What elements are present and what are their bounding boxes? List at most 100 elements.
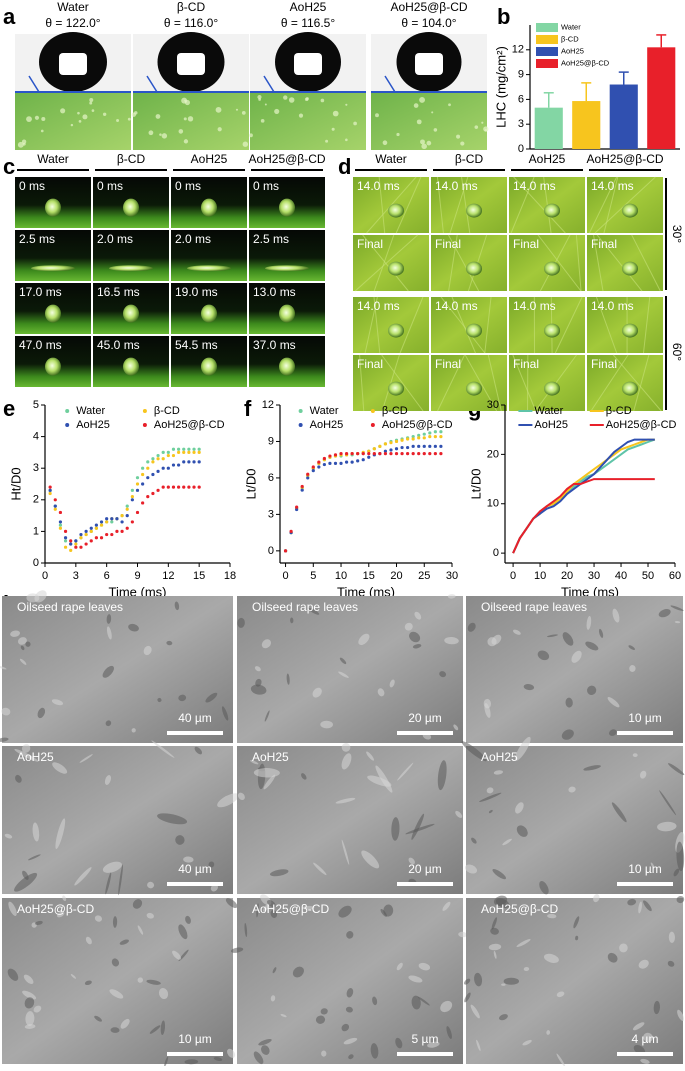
legend-label: Water [534, 405, 563, 417]
data-point [182, 460, 185, 463]
data-point [177, 486, 180, 489]
x-tick-label: 10 [534, 570, 546, 582]
data-point [439, 435, 442, 438]
scale-bar [397, 731, 453, 735]
bar [572, 101, 600, 149]
time-label: 14.0 ms [513, 179, 556, 193]
y-tick-label: 9 [518, 69, 524, 81]
time-label: 2.0 ms [175, 232, 211, 246]
data-point [192, 448, 195, 451]
data-point [64, 530, 67, 533]
x-tick-label: 30 [588, 570, 600, 582]
data-point [95, 527, 98, 530]
data-point [126, 505, 129, 508]
data-point [120, 530, 123, 533]
leaf-dot [383, 140, 388, 145]
y-tick-label: 6 [268, 472, 274, 484]
x-tick-label: 50 [642, 570, 654, 582]
leaf-dot [82, 114, 87, 119]
droplet [622, 204, 638, 218]
legend-marker [65, 423, 69, 427]
data-point [131, 489, 134, 492]
data-point [49, 489, 52, 492]
time-label: 2.5 ms [253, 232, 289, 246]
data-point [428, 431, 431, 434]
y-tick-label: 4 [33, 431, 39, 443]
data-point [198, 486, 201, 489]
scale-label: 40 µm [178, 862, 212, 876]
data-point [49, 492, 52, 495]
data-point [362, 452, 365, 455]
y-axis-label: Lt/D0 [468, 468, 483, 499]
contact-angle: θ = 122.0° [45, 16, 100, 30]
scale-bar [397, 1052, 453, 1056]
data-point [177, 448, 180, 451]
legend-label: β-CD [382, 405, 408, 417]
leaf-dot [420, 139, 425, 144]
data-point [334, 462, 337, 465]
x-tick-label: 0 [42, 570, 48, 582]
bar [535, 108, 563, 149]
data-point [417, 436, 420, 439]
data-point [334, 453, 337, 456]
y-tick-label: 0 [33, 557, 39, 569]
header: AoH25 [290, 0, 327, 14]
bar [647, 47, 675, 149]
time-label: 2.5 ms [19, 232, 55, 246]
data-point [151, 460, 154, 463]
leaf-dot [249, 133, 253, 137]
data-point [136, 489, 139, 492]
x-tick-label: 20 [390, 570, 402, 582]
droplet [279, 305, 295, 323]
column-header: Water [37, 152, 69, 166]
panel-label: c [3, 154, 15, 179]
data-point [136, 511, 139, 514]
leaf-dot [149, 130, 154, 135]
leaf-dot [89, 102, 92, 105]
leaf-dot [299, 114, 303, 118]
legend-label: AoH25 [76, 419, 110, 431]
y-axis-label: LHC (mg/cm²) [493, 46, 508, 128]
data-point [400, 446, 403, 449]
data-point [74, 546, 77, 549]
droplet [109, 265, 153, 271]
time-label: 0 ms [175, 179, 201, 193]
data-point [367, 452, 370, 455]
droplet [123, 199, 139, 217]
droplet-highlight [177, 53, 205, 75]
data-point [110, 533, 113, 536]
droplet [123, 305, 139, 323]
x-tick-label: 18 [224, 570, 236, 582]
leaf-dot [353, 122, 357, 126]
data-point [306, 476, 309, 479]
time-label: 19.0 ms [175, 285, 218, 299]
data-point [126, 527, 129, 530]
data-point [289, 530, 292, 533]
y-tick-label: 12 [262, 399, 274, 411]
legend-swatch [536, 23, 558, 32]
x-tick-label: 5 [310, 570, 316, 582]
droplet [388, 204, 404, 218]
data-line [513, 440, 655, 553]
data-point [384, 442, 387, 445]
data-point [187, 451, 190, 454]
data-point [412, 452, 415, 455]
legend-swatch [536, 59, 558, 68]
header: Water [57, 0, 89, 14]
sem-label: Oilseed rape leaves [481, 600, 587, 614]
scale-label: 5 µm [412, 1032, 439, 1046]
droplet [544, 204, 560, 218]
legend-marker [371, 409, 375, 413]
data-point [59, 527, 62, 530]
legend-label: β-CD [561, 34, 579, 43]
leaf-dot [188, 116, 193, 121]
data-point [351, 452, 354, 455]
leaf-dot [218, 127, 222, 131]
data-point [146, 460, 149, 463]
y-tick-label: 20 [487, 448, 499, 460]
data-point [156, 454, 159, 457]
leaf-dot [162, 133, 167, 138]
data-point [162, 457, 165, 460]
scale-label: 10 µm [628, 862, 662, 876]
y-tick-label: 3 [268, 508, 274, 520]
